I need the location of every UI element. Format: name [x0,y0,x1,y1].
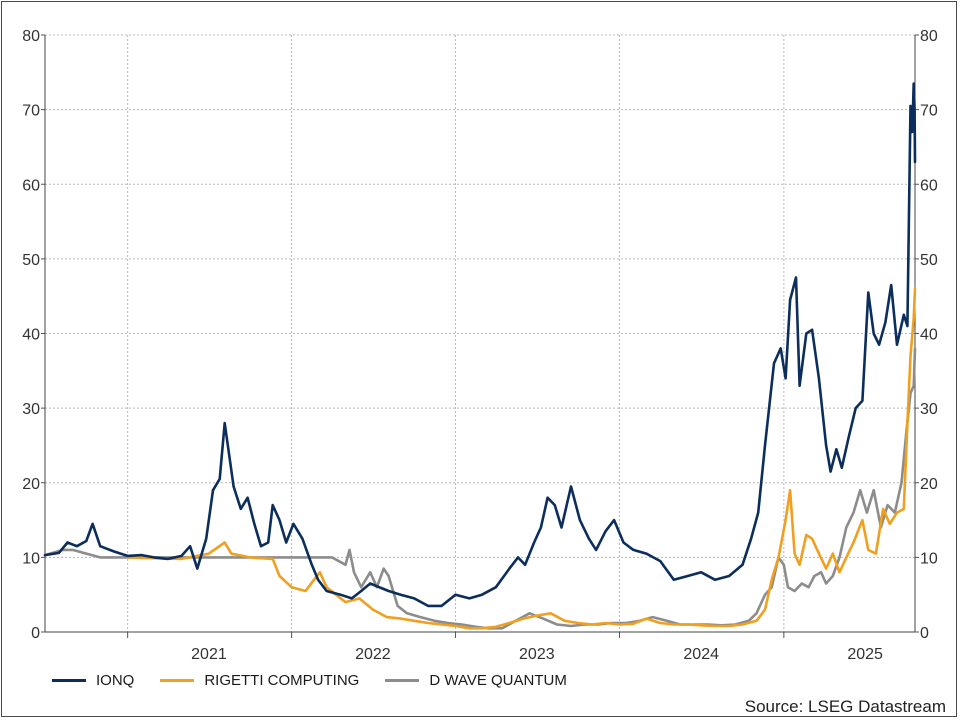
y-tick-label-left: 50 [22,252,40,269]
y-tick-label-right: 60 [920,177,938,194]
y-tick-label-right: 20 [920,476,938,493]
y-tick-label-right: 10 [920,550,938,567]
series-line-dwave [43,347,917,630]
y-tick-label-left: 30 [22,401,40,418]
y-tick-label-right: 80 [920,28,938,45]
legend-item-rigetti: RIGETTI COMPUTING [160,672,359,689]
series-line-ionq [43,82,917,608]
y-tick-label-left: 0 [31,625,40,642]
y-tick-label-left: 40 [22,327,40,344]
y-tick-label-left: 60 [22,177,40,194]
y-tick-label-right: 40 [920,327,938,344]
legend-label-ionq: IONQ [96,672,135,689]
x-tick-label: 2022 [355,646,391,663]
y-tick-label-right: 70 [920,103,938,120]
legend: IONQ RIGETTI COMPUTING D WAVE QUANTUM [52,672,567,689]
x-tick-label: 2024 [683,646,719,663]
y-tick-label-left: 80 [22,28,40,45]
y-tick-label-left: 10 [22,550,40,567]
x-tick-label: 2023 [519,646,555,663]
legend-swatch-dwave [385,679,420,682]
legend-label-dwave: D WAVE QUANTUM [429,672,567,689]
legend-item-dwave: D WAVE QUANTUM [385,672,567,689]
y-tick-label-right: 30 [920,401,938,418]
x-tick-label: 2025 [847,646,883,663]
y-tick-label-right: 50 [920,252,938,269]
series-line-rigetti [126,287,917,630]
source-note: Source: LSEG Datastream [744,697,946,716]
legend-swatch-rigetti [160,679,195,682]
x-tick-label: 2021 [191,646,227,663]
legend-label-rigetti: RIGETTI COMPUTING [204,672,360,689]
y-tick-label-right: 0 [920,625,929,642]
y-tick-label-left: 20 [22,476,40,493]
y-tick-label-left: 70 [22,103,40,120]
legend-item-ionq: IONQ [52,672,134,689]
legend-swatch-ionq [52,679,86,682]
